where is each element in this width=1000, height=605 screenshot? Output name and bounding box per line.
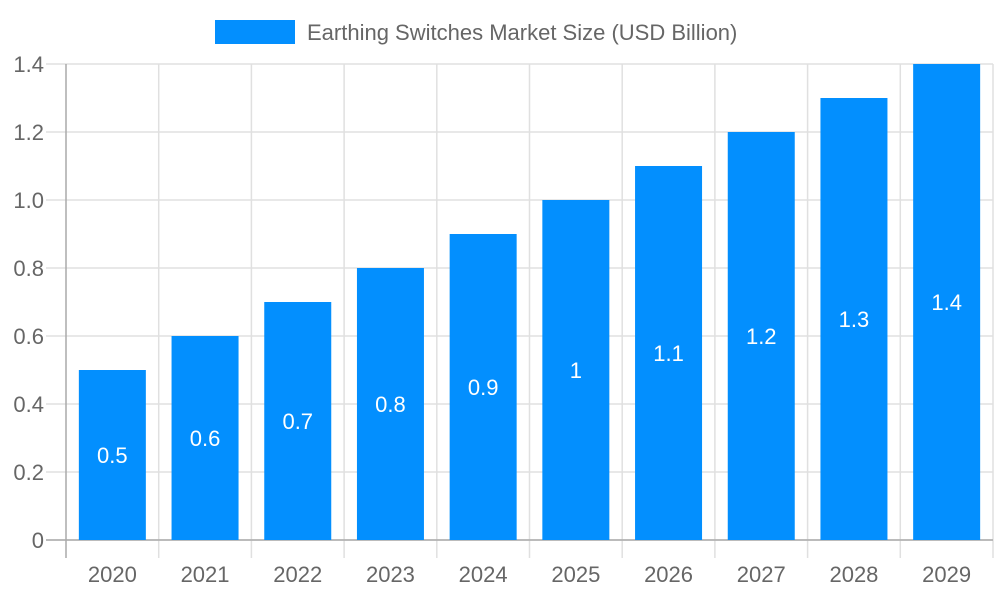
x-tick-label: 2022 bbox=[273, 562, 322, 587]
y-tick-label: 0.4 bbox=[13, 392, 44, 417]
x-tick-label: 2024 bbox=[459, 562, 508, 587]
legend[interactable]: Earthing Switches Market Size (USD Billi… bbox=[215, 20, 737, 45]
y-tick-label: 0.6 bbox=[13, 324, 44, 349]
x-tick-label: 2023 bbox=[366, 562, 415, 587]
bar-2028 bbox=[820, 98, 888, 540]
data-label: 1.4 bbox=[931, 290, 962, 315]
data-label: 1.3 bbox=[839, 307, 870, 332]
legend-swatch bbox=[215, 20, 295, 44]
y-tick-label: 0.2 bbox=[13, 460, 44, 485]
bar-2025 bbox=[542, 200, 610, 540]
x-tick-label: 2029 bbox=[922, 562, 971, 587]
data-label: 1.2 bbox=[746, 324, 777, 349]
y-tick-label: 1.4 bbox=[13, 52, 44, 77]
data-label: 1.1 bbox=[653, 341, 684, 366]
data-label: 0.7 bbox=[282, 409, 313, 434]
data-label: 0.8 bbox=[375, 392, 406, 417]
data-label: 0.5 bbox=[97, 443, 128, 468]
bar-2029 bbox=[913, 64, 981, 540]
y-tick-label: 1.0 bbox=[13, 188, 44, 213]
bar-2022 bbox=[264, 302, 332, 540]
y-tick-label: 0.8 bbox=[13, 256, 44, 281]
bar-2021 bbox=[171, 336, 239, 540]
legend-label: Earthing Switches Market Size (USD Billi… bbox=[307, 20, 737, 45]
x-tick-label: 2020 bbox=[88, 562, 137, 587]
x-tick-label: 2021 bbox=[181, 562, 230, 587]
bar-2023 bbox=[356, 268, 424, 540]
x-tick-label: 2026 bbox=[644, 562, 693, 587]
x-tick-label: 2028 bbox=[829, 562, 878, 587]
bar-2027 bbox=[727, 132, 795, 540]
bar-2024 bbox=[449, 234, 517, 540]
y-tick-label: 0 bbox=[32, 528, 44, 553]
bar-2026 bbox=[635, 166, 703, 540]
bar-2020 bbox=[78, 370, 146, 540]
x-tick-label: 2025 bbox=[551, 562, 600, 587]
data-label: 0.6 bbox=[190, 426, 221, 451]
y-tick-label: 1.2 bbox=[13, 120, 44, 145]
x-tick-label: 2027 bbox=[737, 562, 786, 587]
data-label: 0.9 bbox=[468, 375, 499, 400]
data-label: 1 bbox=[570, 358, 582, 383]
